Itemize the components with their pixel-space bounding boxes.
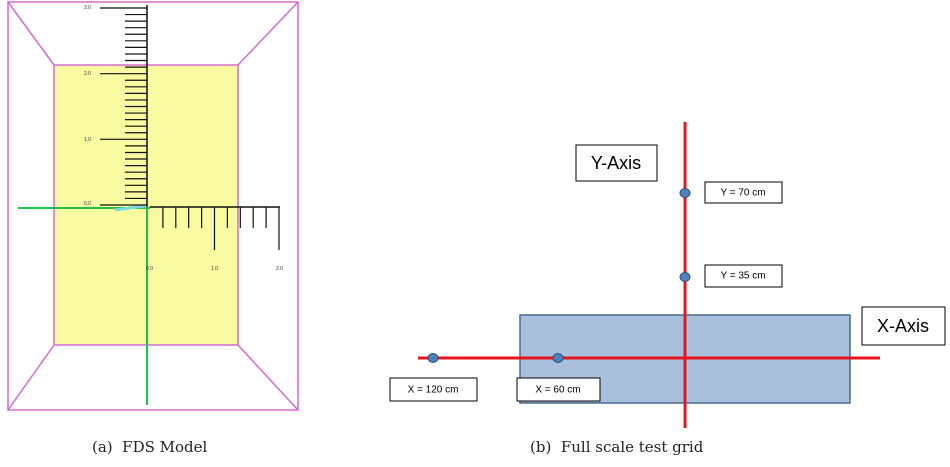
measure-point	[553, 354, 563, 363]
x-tick-label: 1.0	[211, 266, 218, 272]
point-label: Y = 35 cm	[720, 271, 765, 282]
point-label: Y = 70 cm	[720, 188, 765, 199]
measure-point	[680, 273, 690, 282]
x-tick-label: 2.0	[276, 266, 283, 272]
y-tick-label: 0.0	[84, 201, 91, 207]
caption: (a) FDS Model	[92, 438, 208, 456]
test-grid: Y-Axis X-Axis Y = 70 cm Y = 35 cm X = 12…	[390, 122, 945, 456]
measure-point	[428, 354, 438, 363]
y-tick-label: 3.0	[84, 5, 91, 11]
point-label: X = 60 cm	[535, 385, 580, 396]
point-label: X = 120 cm	[408, 385, 459, 396]
y-axis-label: Y-Axis	[591, 153, 641, 173]
y-tick-label: 1.0	[84, 137, 91, 143]
x-axis-label: X-Axis	[877, 316, 929, 336]
y-tick-label: 2.0	[84, 71, 91, 77]
measure-point	[680, 189, 690, 198]
x-tick-label: 0.0	[146, 266, 153, 272]
fds-model: 3.0 2.0 1.0 0.0 0.0 1.0 2.0 (a) FDS Mode…	[8, 2, 298, 456]
caption: (b) Full scale test grid	[530, 438, 704, 456]
figure: 3.0 2.0 1.0 0.0 0.0 1.0 2.0 (a) FDS Mode…	[0, 0, 950, 467]
